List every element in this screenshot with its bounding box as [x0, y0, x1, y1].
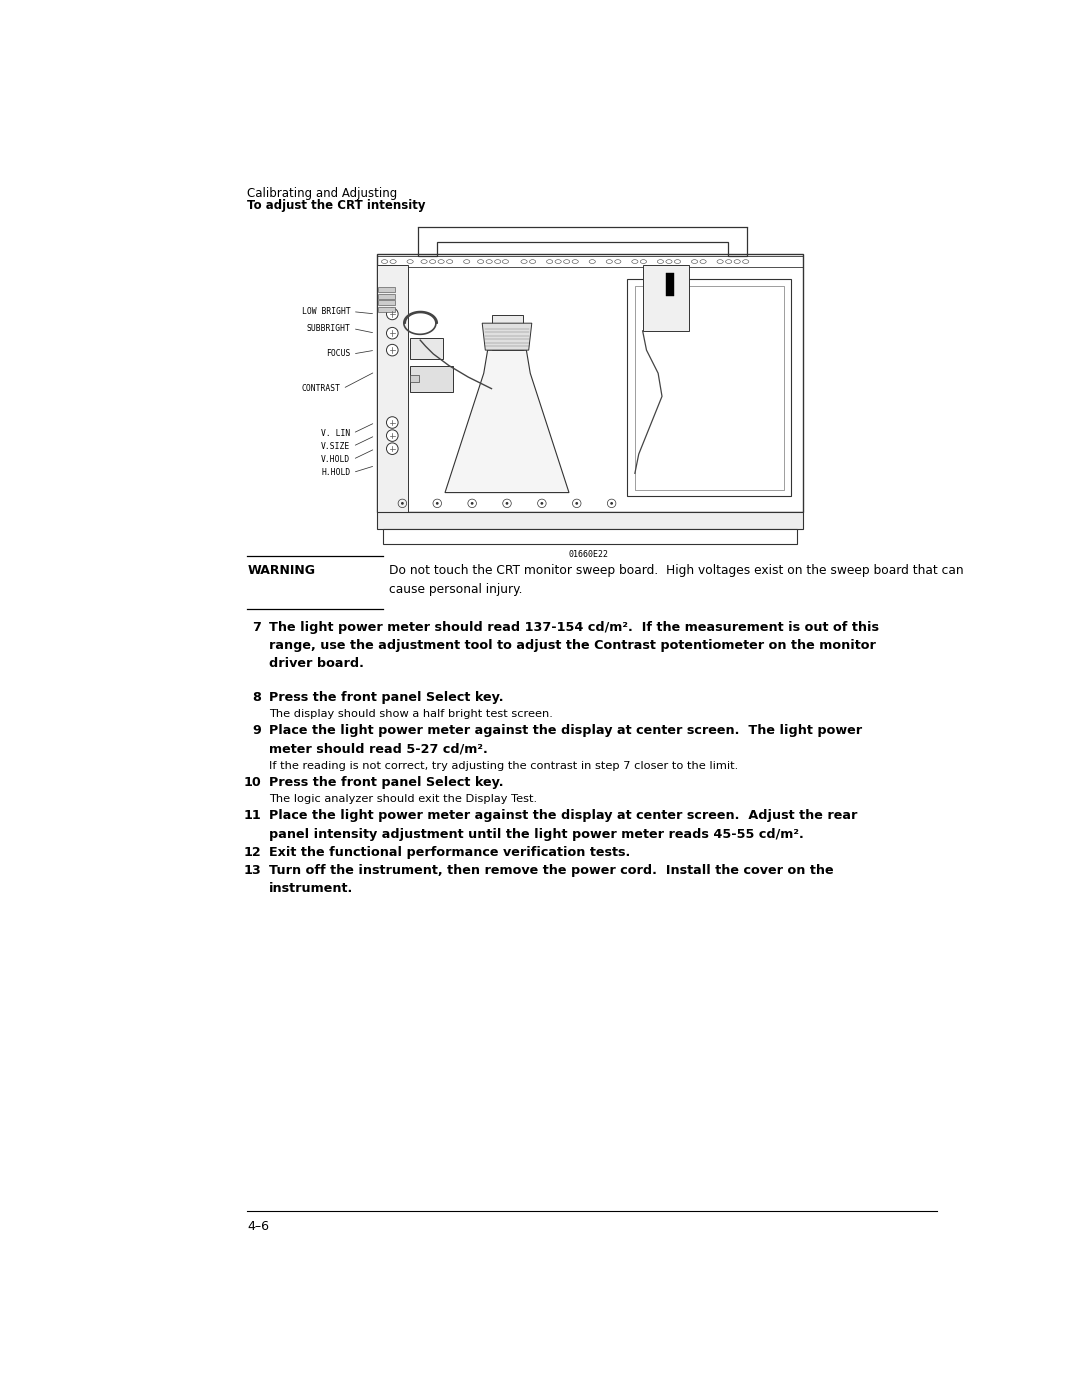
- Bar: [378, 307, 395, 312]
- Text: SUBBRIGHT: SUBBRIGHT: [307, 324, 350, 332]
- Text: To adjust the CRT intensity: To adjust the CRT intensity: [247, 200, 426, 212]
- Text: WARNING: WARNING: [247, 564, 315, 577]
- Text: 10: 10: [244, 775, 261, 789]
- Text: range, use the adjustment tool to adjust the Contrast potentiometer on the monit: range, use the adjustment tool to adjust…: [269, 640, 876, 652]
- Circle shape: [387, 309, 399, 320]
- Text: Exit the functional performance verification tests.: Exit the functional performance verifica…: [269, 845, 631, 859]
- Bar: [666, 274, 674, 296]
- Text: meter should read 5-27 cd/m².: meter should read 5-27 cd/m².: [269, 742, 488, 756]
- Text: Press the front panel Select key.: Press the front panel Select key.: [269, 775, 503, 789]
- Bar: [410, 374, 419, 383]
- Text: 9: 9: [253, 725, 261, 738]
- Text: LOW BRIGHT: LOW BRIGHT: [301, 307, 350, 316]
- Polygon shape: [445, 351, 569, 493]
- Text: FOCUS: FOCUS: [326, 349, 350, 359]
- Text: 13: 13: [244, 863, 261, 877]
- Circle shape: [576, 502, 578, 504]
- Circle shape: [436, 502, 438, 504]
- Text: The logic analyzer should exit the Display Test.: The logic analyzer should exit the Displ…: [269, 793, 537, 805]
- Circle shape: [471, 502, 473, 504]
- Circle shape: [540, 502, 543, 504]
- Circle shape: [387, 344, 399, 356]
- Circle shape: [505, 502, 509, 504]
- Bar: [635, 286, 784, 490]
- Circle shape: [387, 327, 399, 339]
- Text: 8: 8: [253, 692, 261, 704]
- Text: V.SIZE: V.SIZE: [321, 441, 350, 451]
- Text: The light power meter should read 137-154 cd/m².  If the measurement is out of t: The light power meter should read 137-15…: [269, 622, 879, 634]
- Bar: [377, 511, 804, 529]
- Circle shape: [387, 443, 399, 454]
- Text: cause personal injury.: cause personal injury.: [389, 584, 523, 597]
- Circle shape: [387, 430, 399, 441]
- Circle shape: [401, 502, 404, 504]
- Circle shape: [610, 502, 613, 504]
- Text: Place the light power meter against the display at center screen.  Adjust the re: Place the light power meter against the …: [269, 809, 858, 823]
- Text: 7: 7: [253, 622, 261, 634]
- Bar: [383, 529, 797, 545]
- Text: Turn off the instrument, then remove the power cord.  Install the cover on the: Turn off the instrument, then remove the…: [269, 863, 834, 877]
- Text: Press the front panel Select key.: Press the front panel Select key.: [269, 692, 503, 704]
- Text: Calibrating and Adjusting: Calibrating and Adjusting: [247, 187, 397, 200]
- Circle shape: [387, 416, 399, 429]
- Bar: [378, 288, 395, 292]
- Bar: [410, 366, 453, 393]
- Text: V. LIN: V. LIN: [321, 429, 350, 437]
- Text: 01660E22: 01660E22: [568, 550, 608, 559]
- Bar: [378, 300, 395, 306]
- Text: The display should show a half bright test screen.: The display should show a half bright te…: [269, 708, 553, 719]
- Text: 11: 11: [244, 809, 261, 823]
- Text: V.HOLD: V.HOLD: [321, 455, 350, 464]
- Text: 12: 12: [244, 845, 261, 859]
- Text: Place the light power meter against the display at center screen.  The light pow: Place the light power meter against the …: [269, 725, 862, 738]
- Bar: [410, 338, 443, 359]
- Text: panel intensity adjustment until the light power meter reads 45-55 cd/m².: panel intensity adjustment until the lig…: [269, 827, 804, 841]
- Text: H.HOLD: H.HOLD: [321, 468, 350, 476]
- Text: instrument.: instrument.: [269, 882, 353, 895]
- Text: 4–6: 4–6: [247, 1220, 269, 1234]
- Text: If the reading is not correct, try adjusting the contrast in step 7 closer to th: If the reading is not correct, try adjus…: [269, 760, 739, 771]
- Bar: [377, 264, 408, 511]
- Bar: [377, 256, 804, 267]
- Text: Do not touch the CRT monitor sweep board.  High voltages exist on the sweep boar: Do not touch the CRT monitor sweep board…: [389, 564, 963, 577]
- Text: CONTRAST: CONTRAST: [301, 384, 340, 393]
- Bar: [643, 265, 689, 331]
- Bar: [377, 254, 804, 511]
- Bar: [378, 293, 395, 299]
- Text: driver board.: driver board.: [269, 658, 364, 671]
- Bar: [627, 279, 792, 496]
- Polygon shape: [482, 323, 531, 351]
- Polygon shape: [491, 316, 523, 351]
